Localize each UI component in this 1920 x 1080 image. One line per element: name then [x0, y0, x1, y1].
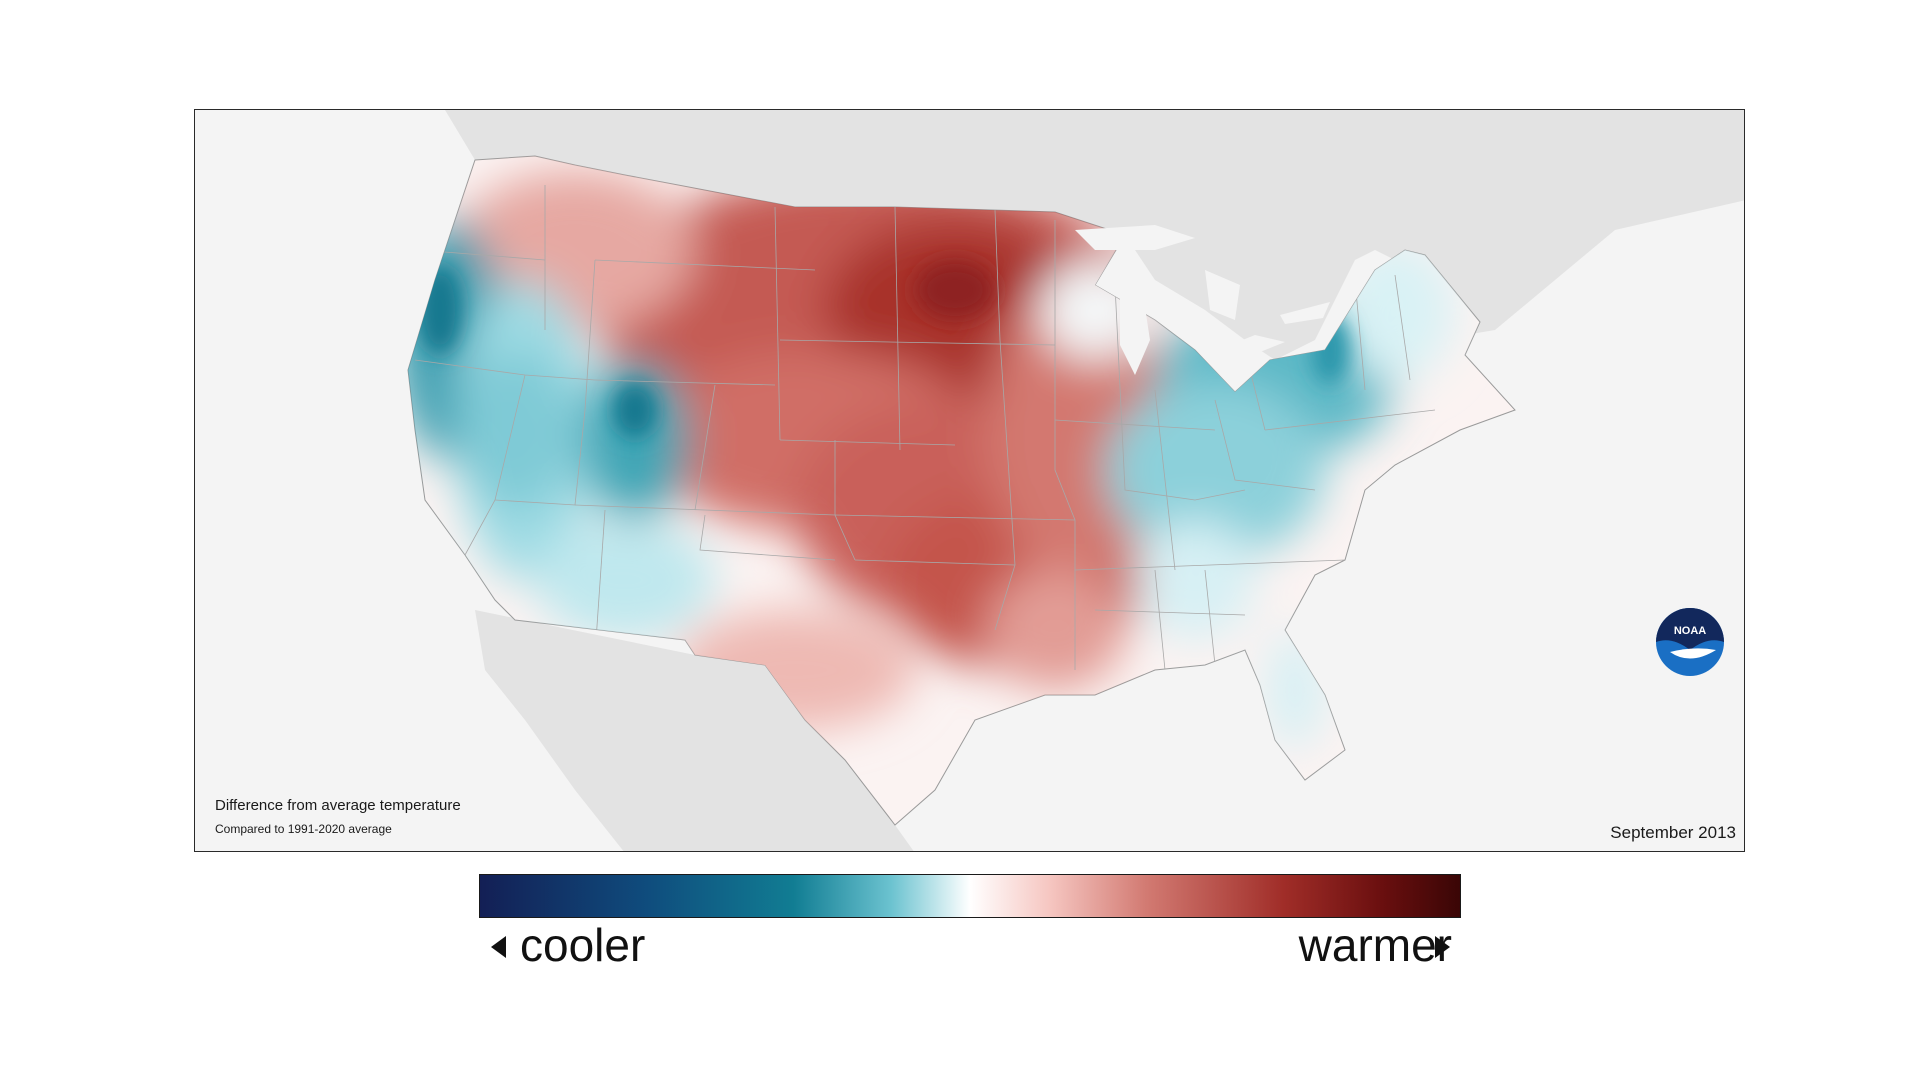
warmer-label: warmer	[1298, 919, 1452, 971]
canada-landmass	[445, 110, 1744, 360]
cool-anomaly-region	[1105, 380, 1325, 560]
mexico-landmass	[475, 610, 914, 851]
warm-anomaly-region	[985, 570, 1125, 690]
cool-anomaly-region	[1135, 520, 1255, 640]
cool-anomaly-region	[613, 382, 657, 438]
cooler-label: cooler	[520, 919, 646, 971]
cool-anomaly-region	[1265, 630, 1325, 750]
noaa-logo-icon: NOAA	[1656, 608, 1724, 676]
temperature-anomaly-map: NOAA	[407, 110, 1744, 851]
cool-anomaly-region	[535, 520, 715, 640]
state-boundaries	[414, 185, 1436, 671]
cool-anomaly-region	[418, 265, 462, 355]
arrow-left-icon	[491, 936, 506, 958]
noaa-logo-text: NOAA	[1674, 625, 1706, 637]
great-lakes	[1075, 225, 1330, 375]
temperature-colorbar	[479, 874, 1461, 918]
cool-anomaly-region	[455, 350, 575, 510]
map-frame: NOAA Difference from average temperature…	[194, 109, 1745, 852]
date-label: September 2013	[1610, 823, 1736, 842]
warm-anomaly-region	[915, 260, 995, 320]
arrow-right-icon	[1435, 936, 1450, 958]
cool-anomaly-region	[580, 360, 690, 520]
caption-subtitle: Compared to 1991-2020 average	[215, 822, 392, 836]
caption-title: Difference from average temperature	[215, 797, 461, 814]
